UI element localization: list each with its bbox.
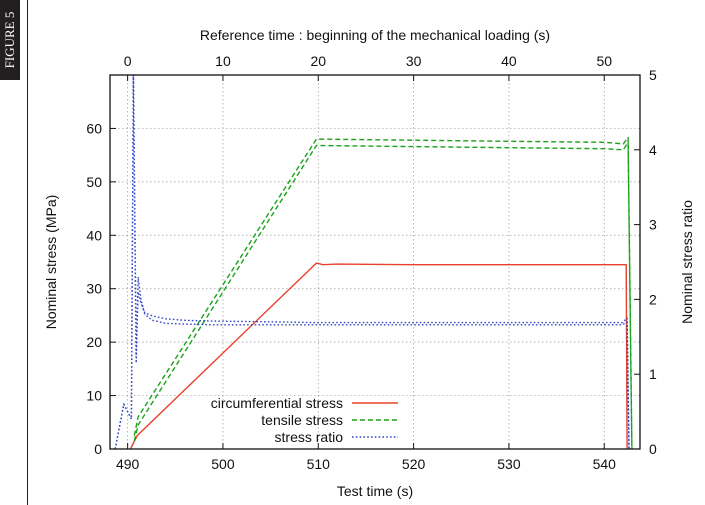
series-line-3 [114, 75, 630, 449]
y-tick-label: 40 [86, 227, 102, 243]
y2-axis-title: Nominal stress ratio [679, 200, 695, 324]
top-tick-label: 10 [215, 53, 231, 69]
y2-tick-label: 5 [649, 67, 657, 83]
figure-label-badge: FIGURE 5 [0, 0, 20, 80]
series-line-0 [129, 262, 628, 449]
top-axis-title: Reference time : beginning of the mechan… [200, 27, 550, 43]
y-tick-label: 20 [86, 334, 102, 350]
x-tick-label: 500 [211, 456, 235, 472]
top-tick-label: 0 [124, 53, 132, 69]
grid-layer [110, 75, 640, 449]
series-layer [114, 75, 633, 449]
y-tick-label: 0 [94, 441, 102, 457]
x-tick-label: 510 [307, 456, 331, 472]
top-tick-label: 40 [501, 53, 517, 69]
x-tick-label: 520 [402, 456, 426, 472]
y-tick-label: 10 [86, 388, 102, 404]
top-tick-label: 30 [406, 53, 422, 69]
series-line-1 [133, 136, 633, 449]
y-tick-label: 30 [86, 281, 102, 297]
legend-label: circumferential stress [211, 395, 343, 411]
y2-tick-label: 1 [649, 366, 657, 382]
top-tick-label: 20 [310, 53, 326, 69]
y-tick-label: 50 [86, 174, 102, 190]
series-line-4 [114, 75, 630, 449]
y2-tick-label: 2 [649, 291, 657, 307]
left-rule [27, 0, 28, 505]
y2-tick-label: 0 [649, 441, 657, 457]
legend-label: tensile stress [261, 412, 343, 428]
y2-tick-label: 4 [649, 142, 657, 158]
x-tick-label: 490 [116, 456, 140, 472]
series-line-2 [133, 141, 633, 449]
legend-label: stress ratio [275, 429, 344, 445]
x-tick-label: 530 [497, 456, 521, 472]
y-tick-label: 60 [86, 120, 102, 136]
top-tick-label: 50 [596, 53, 612, 69]
y2-tick-label: 3 [649, 217, 657, 233]
plot-frame [109, 74, 641, 450]
y-axis-title: Nominal stress (MPa) [43, 195, 59, 330]
x-tick-label: 540 [593, 456, 617, 472]
x-axis-title: Test time (s) [337, 483, 413, 499]
